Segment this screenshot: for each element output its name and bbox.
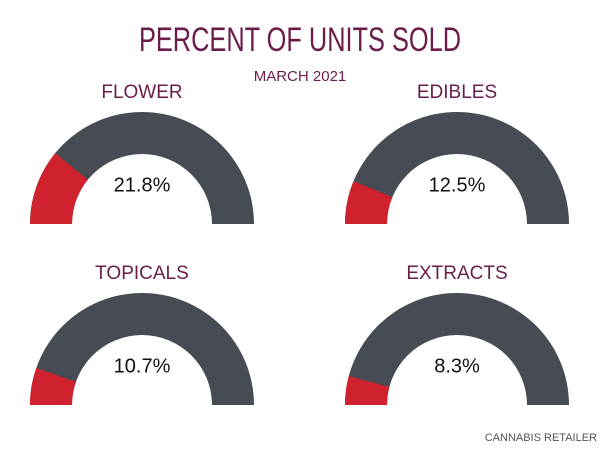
gauge-track [345, 293, 569, 405]
value-label: 12.5% [429, 174, 486, 196]
gauge-title: EXTRACTS [406, 263, 507, 284]
gauge-track [30, 112, 254, 224]
gauge-title: EDIBLES [417, 82, 497, 103]
gauge-value [345, 376, 390, 405]
value-label: 21.8% [114, 174, 171, 196]
gauge-value [30, 153, 88, 224]
source: CANNABIS RETAILER [485, 432, 597, 444]
gauge-title: TOPICALS [95, 263, 189, 284]
value-label: 8.3% [434, 355, 480, 377]
gauge-track [345, 112, 569, 224]
page-title: PERCENT OF UNITS SOLD [139, 21, 461, 59]
page-subtitle: MARCH 2021 [254, 68, 347, 85]
gauge-value [30, 368, 76, 405]
gauge-title: FLOWER [101, 82, 182, 103]
gauge-track [30, 293, 254, 405]
value-label: 10.7% [114, 355, 171, 377]
gauge-value [344, 181, 393, 224]
